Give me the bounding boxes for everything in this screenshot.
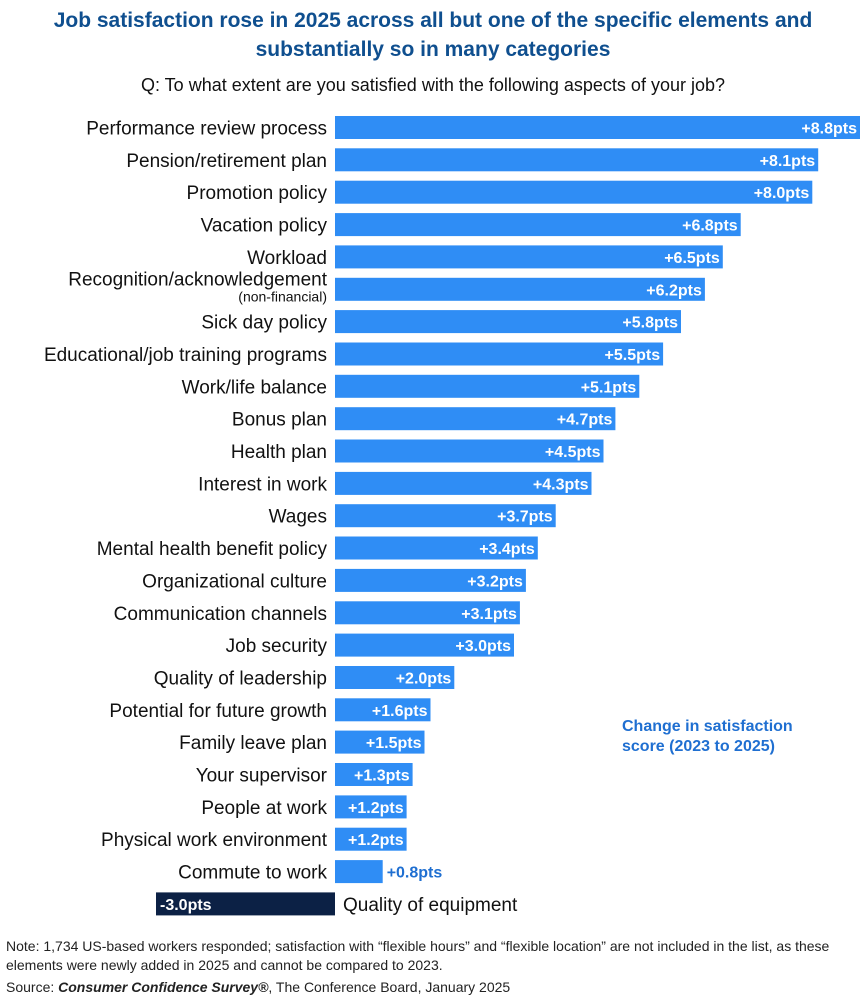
bar-10 (335, 439, 604, 463)
bar-3 (335, 213, 741, 237)
source-title: Consumer Confidence Survey® (58, 979, 269, 995)
value-label-8: +5.1pts (581, 379, 637, 396)
bar-8 (335, 374, 640, 398)
value-label-4: +6.5pts (664, 250, 720, 267)
category-label-0: Performance review process (86, 119, 327, 140)
bar-4 (335, 245, 723, 269)
category-label-1: Pension/retirement plan (126, 151, 327, 172)
bar-12 (335, 504, 556, 528)
value-label-6: +5.8pts (622, 315, 678, 332)
bar-16 (335, 633, 514, 657)
category-label-24: Quality of equipment (343, 895, 518, 916)
source-line: Source: Consumer Confidence Survey®, The… (6, 978, 856, 997)
category-label-15: Communication channels (114, 604, 327, 625)
annotation-line1: Change in satisfaction (622, 718, 793, 735)
category-label-3: Vacation policy (201, 216, 328, 237)
value-label-14: +3.2pts (467, 573, 523, 590)
bar-1 (335, 148, 819, 172)
value-label-11: +4.3pts (533, 476, 589, 493)
bar-6 (335, 310, 681, 334)
bar-11 (335, 471, 592, 495)
value-label-21: +1.2pts (348, 800, 404, 817)
value-label-3: +6.8pts (682, 218, 738, 235)
bar-chart: Performance review process +8.8pts Pension… (44, 116, 860, 916)
category-label-18: Potential for future growth (109, 701, 327, 722)
category-label-13: Mental health benefit policy (97, 539, 328, 560)
bar-20 (335, 763, 413, 786)
annotation-line2: score (2023 to 2025) (622, 738, 775, 755)
value-label-23: +0.8pts (387, 865, 443, 882)
bar-7 (335, 342, 664, 366)
category-label-6: Sick day policy (201, 313, 327, 334)
value-label-24: -3.0pts (160, 897, 212, 914)
value-label-15: +3.1pts (461, 606, 517, 623)
bar-13 (335, 536, 538, 560)
bar-5 (335, 277, 705, 301)
bar-14 (335, 568, 526, 592)
value-label-12: +3.7pts (497, 509, 553, 526)
category-label-19: Family leave plan (179, 733, 327, 754)
bar-9 (335, 407, 616, 431)
bar-21 (335, 795, 407, 819)
value-label-17: +2.0pts (396, 671, 452, 688)
chart-title: Job satisfaction rose in 2025 across all… (0, 6, 866, 64)
category-label-9: Bonus plan (232, 410, 327, 431)
bar-0 (335, 116, 860, 139)
bar-22 (335, 827, 407, 851)
category-sublabel-5: (non-financial) (238, 288, 327, 304)
value-label-5: +6.2pts (646, 282, 702, 299)
bar-24 (156, 892, 335, 916)
category-label-16: Job security (226, 636, 328, 657)
category-label-22: Physical work environment (101, 830, 328, 851)
category-label-4: Workload (247, 248, 327, 269)
value-label-10: +4.5pts (545, 444, 601, 461)
bar-18 (335, 698, 431, 722)
value-label-19: +1.5pts (366, 735, 422, 752)
value-label-7: +5.5pts (605, 347, 661, 364)
value-label-13: +3.4pts (479, 541, 535, 558)
bar-19 (335, 730, 425, 754)
category-label-5: Recognition/acknowledgement (68, 269, 327, 290)
category-label-7: Educational/job training programs (44, 345, 327, 366)
bar-15 (335, 601, 520, 625)
bar-17 (335, 666, 455, 689)
category-label-12: Wages (269, 507, 327, 528)
survey-question: Q: To what extent are you satisfied with… (141, 75, 725, 95)
value-label-16: +3.0pts (455, 638, 511, 655)
value-label-18: +1.6pts (372, 703, 428, 720)
category-label-20: Your supervisor (196, 766, 328, 787)
value-label-22: +1.2pts (348, 832, 404, 849)
bar-2 (335, 180, 813, 204)
value-label-9: +4.7pts (557, 412, 613, 429)
value-label-2: +8.0pts (754, 185, 810, 202)
category-label-10: Health plan (231, 442, 327, 463)
bar-23 (335, 860, 383, 884)
category-label-21: People at work (201, 798, 327, 819)
category-label-2: Promotion policy (187, 183, 328, 204)
category-label-14: Organizational culture (142, 571, 327, 592)
value-label-1: +8.1pts (760, 153, 816, 170)
value-label-0: +8.8pts (801, 121, 857, 138)
source-suffix: , The Conference Board, January 2025 (268, 979, 511, 995)
value-label-20: +1.3pts (354, 768, 410, 785)
footnote: Note: 1,734 US-based workers responded; … (6, 938, 830, 973)
chart-title-line1: Job satisfaction rose in 2025 across all… (53, 9, 813, 32)
category-label-11: Interest in work (198, 474, 327, 495)
category-label-8: Work/life balance (182, 377, 327, 398)
chart-title-line2: substantially so in many categories (255, 38, 611, 61)
category-label-17: Quality of leadership (154, 669, 327, 690)
category-label-23: Commute to work (178, 863, 327, 884)
source-prefix: Source: (6, 979, 59, 995)
